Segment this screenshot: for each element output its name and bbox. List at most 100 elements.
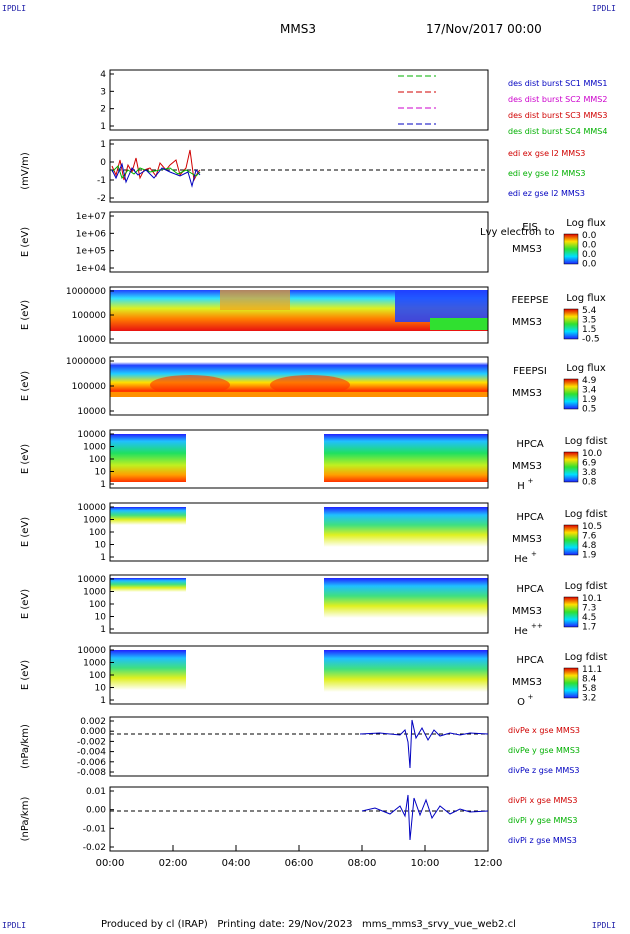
hpca_h-instrument-label: HPCA <box>516 439 544 450</box>
feepse-y-tick-label-1: 100000 <box>72 311 107 321</box>
hpca_he2-spacecraft-label: MMS3 <box>512 606 542 617</box>
feepse-low-flux-region <box>395 290 488 322</box>
feepse-instrument-label: FEEPSE <box>511 295 548 306</box>
hpca_h-colorbar-tick-2: 3.8 <box>582 468 597 478</box>
edi-y-axis-label: (mV/m) <box>20 152 31 190</box>
edi-legend-entry-1: edi ey gse l2 MMS3 <box>508 169 586 178</box>
hpca_he2-colorbar-title: Log fdist <box>565 581 608 592</box>
hpca_he-y-tick-label-1: 1000 <box>83 516 106 526</box>
feepsi-colorbar-tick-0: 4.9 <box>582 376 597 386</box>
eis-overlay-text: Lvy electron to <box>480 227 555 238</box>
hpca_he2-colorbar-tick-0: 10.1 <box>582 594 602 604</box>
feepsi-y-tick-label-0: 1000000 <box>66 357 106 367</box>
corner-label-bottom-right: IPDLI <box>591 921 616 930</box>
burst-legend-entry-1: des dist burst SC2 MMS2 <box>508 95 607 104</box>
x-tick-label-3: 06:00 <box>285 858 314 869</box>
divpe-y-tick-label-1: 0.000 <box>80 727 106 737</box>
eis-y-tick-label-0: 1e+07 <box>76 212 106 222</box>
divpe-y-tick-label-3: -0.004 <box>77 748 106 758</box>
eis-colorbar-tick-0: 0.0 <box>582 231 597 241</box>
burst-legend-entry-2: des dist burst SC3 MMS3 <box>508 111 607 120</box>
hpca_h-y-axis-label: E (eV) <box>20 444 31 474</box>
hpca_h-colorbar-tick-1: 6.9 <box>582 459 597 469</box>
divpe-legend-entry-1: divPe y gse MMS3 <box>508 746 580 755</box>
divpi-y-axis-label: (nPa/km) <box>20 797 31 842</box>
hpca_he-colorbar-tick-1: 7.6 <box>582 532 597 542</box>
edi-y-tick-label-1: 0 <box>100 158 106 168</box>
hpca_o-y-tick-label-2: 100 <box>89 671 106 681</box>
hpca_he-y-tick-label-0: 10000 <box>77 503 106 513</box>
eis-y-tick-label-3: 1e+04 <box>76 264 107 274</box>
x-tick-label-5: 10:00 <box>411 858 440 869</box>
hpca_he2-species-charge: ++ <box>531 622 543 630</box>
divpi-trace <box>361 794 489 841</box>
hpca-he-block-2 <box>324 507 488 547</box>
hpca_o-instrument-label: HPCA <box>516 655 544 666</box>
panel-frame-eis <box>109 211 489 273</box>
hpca_o-y-tick-label-0: 10000 <box>77 646 106 656</box>
panel-frame-divpe <box>109 716 489 777</box>
eis-colorbar-tick-2: 0.0 <box>582 250 597 260</box>
edi-y-tick-label-2: -1 <box>97 176 106 186</box>
hpca_o-colorbar <box>563 667 579 699</box>
eis-colorbar-tick-1: 0.0 <box>582 241 597 251</box>
feepsi-colorbar <box>563 378 579 410</box>
burst-y-tick-label-0: 4 <box>100 70 106 80</box>
feepsi-colorbar-tick-1: 3.4 <box>582 386 597 396</box>
hpca_h-y-tick-label-0: 10000 <box>77 430 106 440</box>
hpca_he2-instrument-label: HPCA <box>516 584 544 595</box>
divpi-y-tick-label-3: -0.02 <box>83 843 106 853</box>
hpca_h-y-tick-label-4: 1 <box>100 480 106 490</box>
eis-y-axis-label: E (eV) <box>20 227 31 257</box>
hpca_he2-colorbar <box>563 596 579 628</box>
feepsi-y-tick-label-1: 100000 <box>72 382 107 392</box>
burst-y-tick-label-3: 1 <box>100 122 106 132</box>
feepse-colorbar-tick-2: 1.5 <box>582 325 596 335</box>
feepse-colorbar-tick-0: 5.4 <box>582 306 597 316</box>
corner-label-top-right: IPDLI <box>591 4 616 13</box>
corner-label-bottom-left: IPDLI <box>2 921 27 930</box>
divpe-y-tick-label-0: 0.002 <box>80 717 106 727</box>
hpca_o-colorbar-tick-2: 5.8 <box>582 684 597 694</box>
hpca_he-y-tick-label-3: 10 <box>95 541 107 551</box>
eis-instrument-label: EIS <box>522 222 538 233</box>
hpca_o-colorbar-tick-0: 11.1 <box>582 665 602 675</box>
hpca-he-block-1 <box>110 507 186 525</box>
hpca_o-species-label: O <box>517 697 525 708</box>
header-spacecraft: MMS3 <box>280 22 316 36</box>
edi-y-tick-label-0: 1 <box>100 140 106 150</box>
eis-spacecraft-label: MMS3 <box>512 244 542 255</box>
edi-legend-entry-2: edi ez gse l2 MMS3 <box>508 189 585 198</box>
hpca_he2-y-tick-label-3: 10 <box>95 613 107 623</box>
hpca_h-y-tick-label-2: 100 <box>89 455 106 465</box>
corner-label-top-left: IPDLI <box>2 4 27 13</box>
hpca-o-block-2 <box>324 650 488 692</box>
feepsi-spacecraft-label: MMS3 <box>512 388 542 399</box>
divpe-legend-entry-2: divPe z gse MMS3 <box>508 766 579 775</box>
edi-ey-trace <box>111 165 201 180</box>
hpca_o-y-tick-label-3: 10 <box>95 684 107 694</box>
feepsi-colorbar-title: Log flux <box>566 363 606 374</box>
hpca_o-species-charge: + <box>528 693 534 701</box>
hpca_he-species-charge: + <box>531 550 537 558</box>
eis-y-tick-label-1: 1e+06 <box>76 229 107 239</box>
eis-colorbar-tick-3: 0.0 <box>582 260 597 270</box>
x-tick-label-0: 00:00 <box>96 858 125 869</box>
hpca_he2-y-tick-label-4: 1 <box>100 625 106 635</box>
hpca_he2-y-axis-label: E (eV) <box>20 589 31 619</box>
panel-frame-edi <box>109 139 489 203</box>
feepse-colorbar-title: Log flux <box>566 293 606 304</box>
feepse-hot-region <box>220 290 290 310</box>
feepse-y-tick-label-2: 10000 <box>77 335 106 345</box>
hpca_he2-colorbar-tick-3: 1.7 <box>582 623 596 633</box>
hpca_o-y-axis-label: E (eV) <box>20 660 31 690</box>
hpca_o-colorbar-tick-1: 8.4 <box>582 675 597 685</box>
hpca_h-colorbar <box>563 451 579 483</box>
feepsi-colorbar-tick-2: 1.9 <box>582 395 597 405</box>
hpca_he-instrument-label: HPCA <box>516 512 544 523</box>
hpca-h-block-2 <box>324 434 488 482</box>
hpca_he-colorbar-tick-3: 1.9 <box>582 551 597 561</box>
hpca_o-spacecraft-label: MMS3 <box>512 677 542 688</box>
edi-ez-trace <box>111 162 201 188</box>
burst-legend-entry-3: des dist burst SC4 MMS4 <box>508 127 607 136</box>
